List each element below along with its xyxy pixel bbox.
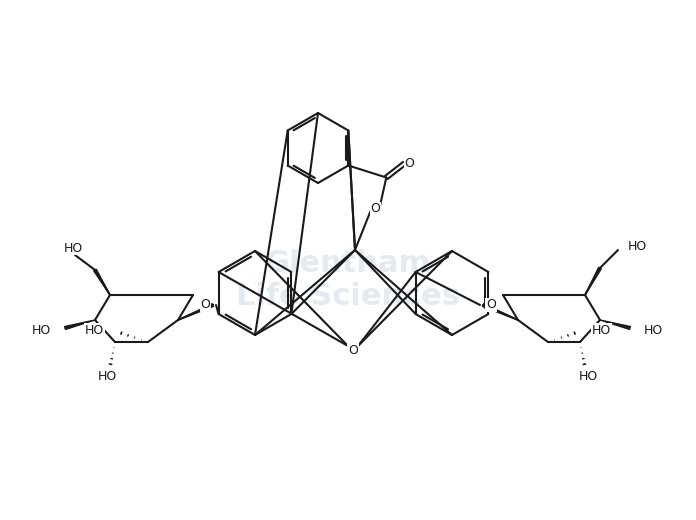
Polygon shape — [600, 320, 631, 330]
Text: HO: HO — [32, 323, 51, 336]
Text: HO: HO — [628, 240, 647, 253]
Text: HO: HO — [592, 323, 611, 336]
Text: HO: HO — [85, 323, 104, 336]
Text: O: O — [348, 344, 358, 357]
Text: O: O — [371, 202, 381, 215]
Text: O: O — [486, 298, 496, 311]
Polygon shape — [178, 304, 214, 320]
Text: HO: HO — [97, 370, 117, 384]
Text: HO: HO — [644, 323, 663, 336]
Polygon shape — [585, 267, 601, 295]
Polygon shape — [94, 269, 110, 295]
Text: O: O — [200, 298, 210, 311]
Text: Glentham
Life Sciences: Glentham Life Sciences — [236, 249, 460, 311]
Text: O: O — [404, 157, 414, 170]
Polygon shape — [482, 304, 518, 320]
Text: HO: HO — [578, 370, 598, 384]
Polygon shape — [65, 320, 95, 330]
Text: HO: HO — [63, 241, 83, 254]
